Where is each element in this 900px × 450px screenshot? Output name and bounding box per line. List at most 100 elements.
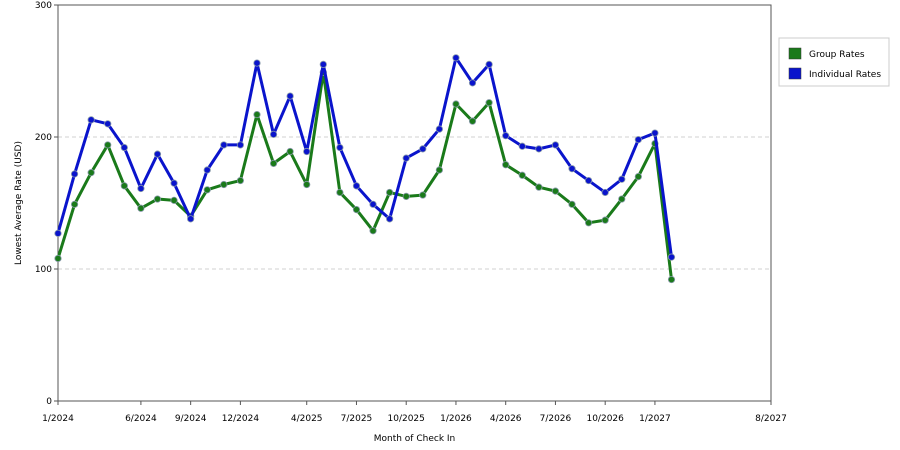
data-point — [137, 184, 145, 193]
legend-swatch — [788, 47, 802, 60]
data-point — [253, 110, 261, 119]
data-point — [585, 219, 593, 227]
data-point — [203, 166, 211, 174]
data-point — [468, 117, 477, 125]
y-tick-label: 200 — [35, 133, 52, 143]
data-point — [651, 129, 659, 137]
data-point — [535, 145, 543, 153]
data-point — [601, 216, 609, 224]
data-point — [585, 176, 593, 185]
data-point — [269, 159, 278, 167]
x-tick-label: 6/2024 — [125, 414, 157, 424]
data-point — [468, 79, 477, 87]
data-point — [402, 154, 410, 162]
x-tick-label: 4/2025 — [291, 414, 323, 424]
plot-frame — [57, 4, 772, 402]
data-point — [386, 215, 394, 223]
data-point — [54, 229, 62, 237]
data-point — [667, 275, 676, 284]
data-point — [120, 143, 128, 152]
data-point — [70, 170, 79, 178]
data-point — [518, 142, 526, 150]
data-point — [634, 136, 642, 144]
data-point — [87, 116, 95, 124]
x-tick-label: 7/2025 — [341, 414, 373, 424]
data-point — [236, 176, 244, 185]
data-point — [518, 171, 526, 179]
legend-label: Group Rates — [809, 50, 865, 60]
data-point — [435, 166, 443, 174]
data-point — [187, 215, 195, 223]
data-point — [319, 60, 327, 69]
data-point — [551, 141, 560, 149]
y-tick-label: 0 — [46, 397, 52, 407]
data-point — [369, 227, 377, 235]
data-point — [269, 130, 278, 138]
data-point — [352, 182, 361, 190]
series-line-group-rates — [56, 70, 674, 280]
data-point — [54, 254, 62, 263]
data-point — [303, 147, 311, 156]
data-point — [618, 175, 626, 183]
data-point — [120, 182, 128, 190]
data-point — [634, 173, 642, 181]
legend-label: Individual Rates — [809, 70, 881, 80]
series-layer — [54, 54, 676, 284]
data-point — [352, 206, 361, 214]
data-point — [220, 141, 228, 149]
data-point — [618, 195, 626, 203]
data-point — [303, 180, 311, 189]
data-point — [667, 253, 676, 261]
data-point — [419, 145, 427, 153]
x-tick-label: 12/2024 — [222, 414, 260, 424]
data-point — [386, 188, 394, 197]
data-point — [485, 99, 493, 107]
series-group-rates — [54, 68, 676, 284]
data-point — [502, 132, 510, 140]
data-point — [153, 195, 162, 203]
x-tick-label: 1/2027 — [639, 414, 671, 424]
x-tick-label: 10/2026 — [586, 414, 624, 424]
data-point — [253, 59, 261, 67]
legend: Group Rates Individual Rates — [778, 37, 890, 87]
data-point — [551, 187, 560, 195]
data-point — [170, 196, 178, 204]
data-point — [402, 192, 410, 200]
series-individual-rates — [54, 54, 676, 261]
data-point — [153, 150, 162, 158]
data-point — [286, 92, 294, 100]
data-point — [70, 200, 79, 208]
data-point — [104, 120, 112, 128]
data-point — [419, 191, 427, 199]
data-point — [601, 188, 609, 197]
x-tick-label: 4/2026 — [490, 414, 522, 424]
data-point — [104, 141, 112, 149]
x-tick-label: 7/2026 — [540, 414, 572, 424]
x-tick-label: 1/2024 — [42, 414, 74, 424]
data-point — [336, 188, 344, 197]
x-tick-label: 1/2026 — [440, 414, 472, 424]
data-point — [485, 60, 493, 69]
data-point — [286, 147, 294, 156]
x-tick-label: 8/2027 — [755, 414, 787, 424]
legend-swatch — [788, 67, 802, 80]
y-axis-title: Lowest Average Rate (USD) — [14, 141, 24, 265]
data-point — [170, 179, 178, 187]
data-point — [236, 141, 244, 149]
data-point — [568, 200, 576, 208]
data-point — [502, 161, 510, 169]
data-point — [452, 54, 460, 62]
data-point — [203, 186, 211, 194]
data-point — [452, 100, 460, 108]
data-point — [220, 180, 228, 189]
x-axis-title: Month of Check In — [374, 434, 456, 444]
data-point — [137, 204, 145, 212]
x-tick-label: 10/2025 — [388, 414, 425, 424]
x-tick-label: 9/2024 — [175, 414, 207, 424]
data-point — [336, 143, 344, 152]
series-line-individual-rates — [56, 56, 673, 258]
data-point — [87, 169, 95, 177]
data-point — [369, 200, 377, 208]
